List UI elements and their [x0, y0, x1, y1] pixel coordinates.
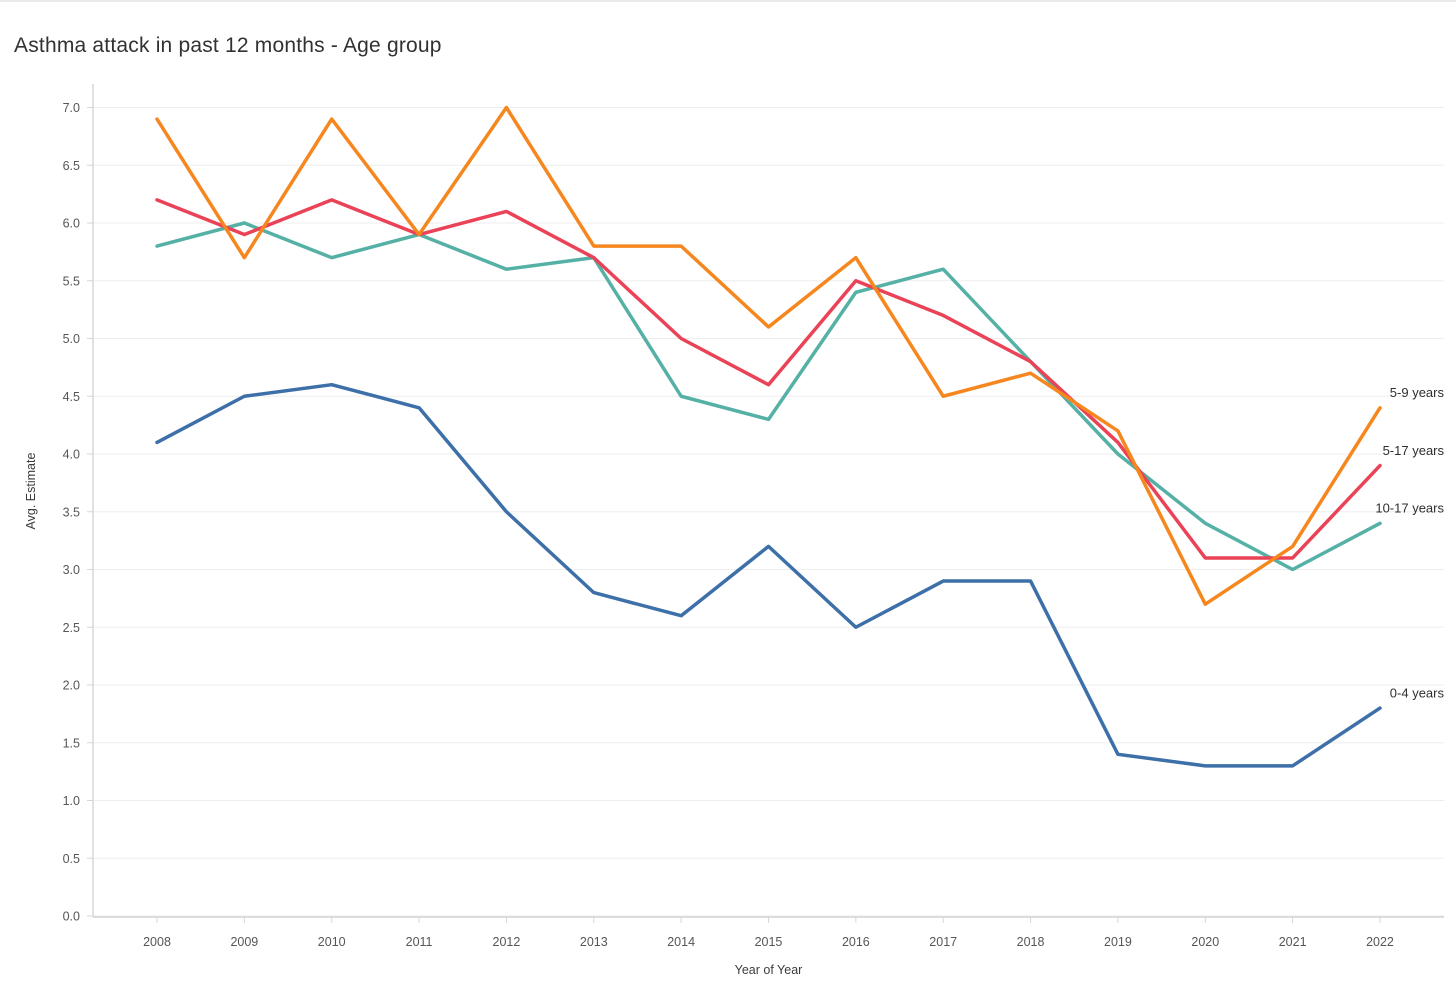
x-tick-label: 2014	[667, 935, 695, 949]
y-tick-label: 4.5	[63, 390, 80, 404]
x-tick-label: 2015	[755, 935, 783, 949]
x-tick-label: 2008	[143, 935, 171, 949]
series-line-10-17-years[interactable]	[155, 221, 1382, 572]
series-end-label-0-4-years: 0-4 years	[1390, 686, 1445, 701]
x-axis-title: Year of Year	[734, 963, 803, 977]
series-line-5-17-years[interactable]	[155, 198, 1382, 560]
y-tick-label: 3.0	[63, 563, 80, 577]
y-tick-label: 5.0	[63, 332, 80, 346]
x-tick-label: 2012	[493, 935, 521, 949]
y-tick-label: 6.5	[63, 159, 80, 173]
x-tick-label: 2020	[1191, 935, 1219, 949]
y-tick-label: 2.0	[63, 679, 80, 693]
x-tick-label: 2009	[230, 935, 258, 949]
y-tick-label: 1.0	[63, 794, 80, 808]
series-line-5-9-years[interactable]	[155, 105, 1382, 606]
series-line-0-4-years[interactable]	[155, 382, 1382, 768]
top-divider	[0, 0, 1456, 2]
series-end-label-5-9-years: 5-9 years	[1390, 385, 1445, 400]
x-tick-label: 2010	[318, 935, 346, 949]
y-tick-label: 3.5	[63, 505, 80, 519]
y-tick-label: 4.0	[63, 448, 80, 462]
x-tick-label: 2011	[406, 935, 433, 949]
y-tick-label: 2.5	[63, 621, 80, 635]
y-tick-label: 5.5	[63, 274, 80, 288]
y-tick-label: 7.0	[63, 101, 80, 115]
x-tick-label: 2016	[842, 935, 870, 949]
x-tick-label: 2021	[1279, 935, 1307, 949]
x-tick-label: 2022	[1366, 935, 1394, 949]
series-end-label-10-17-years: 10-17 years	[1375, 501, 1444, 516]
x-tick-label: 2019	[1104, 935, 1132, 949]
x-tick-label: 2017	[929, 935, 957, 949]
chart-title: Asthma attack in past 12 months - Age gr…	[14, 34, 442, 58]
x-tick-label: 2018	[1017, 935, 1045, 949]
series-end-label-5-17-years: 5-17 years	[1383, 443, 1445, 458]
y-tick-label: 6.0	[63, 217, 80, 231]
y-tick-label: 0.5	[63, 852, 80, 866]
y-axis-title: Avg. Estimate	[24, 452, 38, 530]
y-tick-label: 1.5	[63, 736, 80, 750]
x-tick-label: 2013	[580, 935, 608, 949]
y-tick-label: 0.0	[63, 910, 80, 924]
